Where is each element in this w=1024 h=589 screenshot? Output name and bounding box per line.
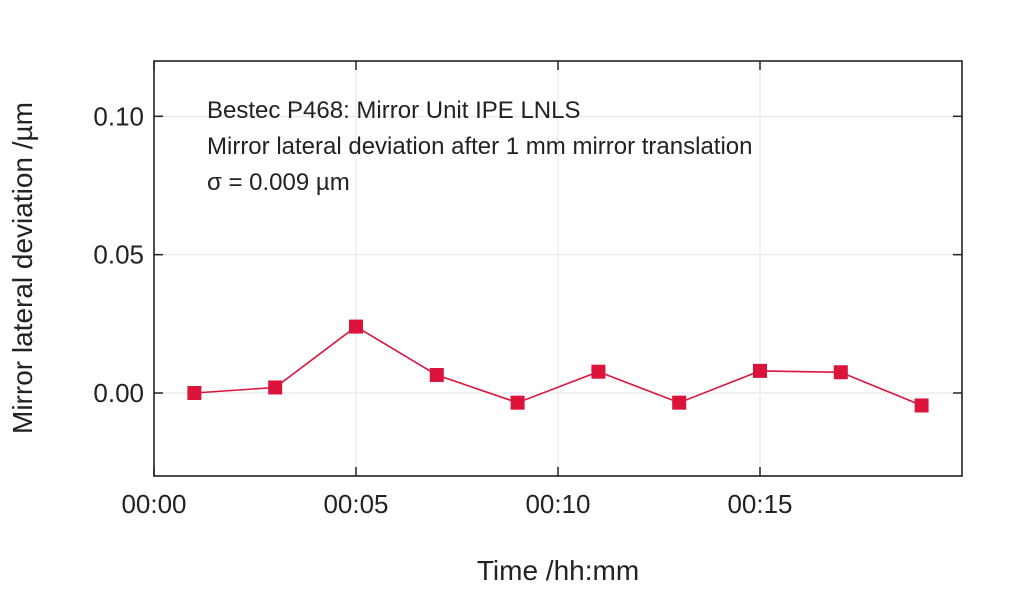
data-point bbox=[429, 368, 444, 383]
y-tick-label: 0.05 bbox=[93, 240, 144, 270]
x-tick-label: 00:10 bbox=[525, 489, 590, 519]
y-tick-label: 0.10 bbox=[93, 101, 144, 131]
series bbox=[187, 319, 929, 413]
annotation-line-1: Bestec P468: Mirror Unit IPE LNLS bbox=[207, 97, 580, 124]
data-point bbox=[672, 395, 687, 410]
annotation-line-3: σ = 0.009 µm bbox=[207, 169, 350, 196]
data-point bbox=[833, 365, 848, 380]
data-point bbox=[187, 386, 202, 400]
x-axis-title: Time /hh:mm bbox=[477, 555, 639, 586]
grid bbox=[154, 61, 962, 476]
data-point bbox=[914, 398, 929, 413]
y-axis-title: Mirror lateral deviation /µm bbox=[7, 102, 38, 434]
data-point bbox=[268, 380, 283, 395]
data-point bbox=[591, 364, 606, 379]
axis-ticks: 0.00 0.05 0.10 00:00 00:05 00:10 00:15 bbox=[93, 61, 962, 519]
data-point bbox=[510, 395, 525, 410]
x-tick-label: 00:15 bbox=[727, 489, 792, 519]
annotation-line-2: Mirror lateral deviation after 1 mm mirr… bbox=[207, 133, 753, 160]
series-line bbox=[194, 325, 922, 407]
x-tick-label: 00:05 bbox=[323, 489, 388, 519]
data-point bbox=[753, 363, 767, 378]
data-point bbox=[349, 319, 363, 334]
y-tick-label: 0.00 bbox=[93, 378, 144, 408]
x-tick-label: 00:00 bbox=[121, 489, 186, 519]
